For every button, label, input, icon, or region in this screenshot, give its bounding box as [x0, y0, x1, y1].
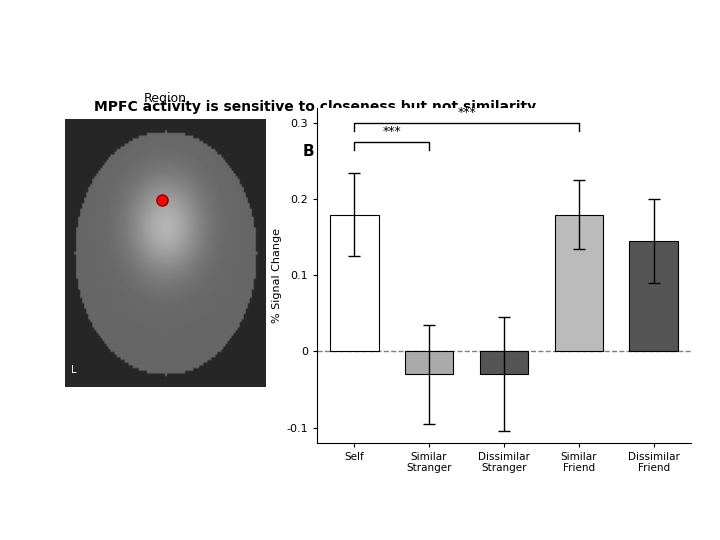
Text: B: B	[302, 144, 314, 159]
Text: A: A	[94, 144, 105, 159]
Text: Krienen et al. (2010) J: Krienen et al. (2010) J	[590, 516, 720, 530]
Text: ***: ***	[382, 125, 401, 138]
Text: Region: Region	[144, 92, 187, 105]
Text: What is the function of the MPFC?: What is the function of the MPFC?	[148, 23, 572, 47]
Text: Neurosci: Neurosci	[695, 516, 720, 530]
Bar	[554, 214, 603, 352]
Text: MPFC activity is sensitive to closeness but not similarity: MPFC activity is sensitive to closeness …	[94, 100, 536, 114]
Y-axis label: % Signal Change: % Signal Change	[272, 228, 282, 323]
Bar	[480, 352, 528, 374]
Text: L: L	[71, 365, 76, 375]
Bar	[330, 214, 379, 352]
Text: ***: ***	[457, 106, 476, 119]
Bar	[405, 352, 454, 374]
Bar	[629, 241, 678, 352]
